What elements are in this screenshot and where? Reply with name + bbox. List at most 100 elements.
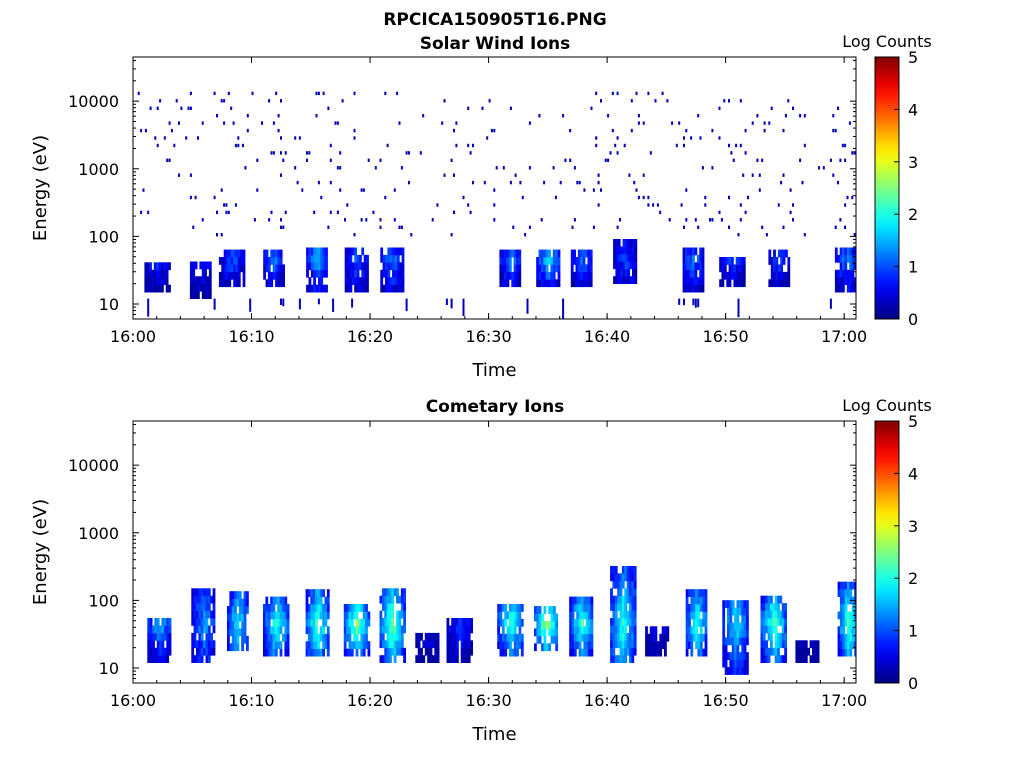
heatmap-cell <box>392 284 395 293</box>
heatmap-cell <box>701 284 705 293</box>
heatmap-cell <box>348 611 352 620</box>
heatmap-cell <box>279 648 283 657</box>
heatmap-cell <box>243 606 247 614</box>
heatmap-cell <box>348 618 352 627</box>
heatmap-cell <box>578 648 582 657</box>
heatmap-cell <box>312 648 316 657</box>
heatmap-cell <box>355 641 359 649</box>
heatmap-cell <box>704 626 708 635</box>
heatmap-cell <box>777 640 780 649</box>
heatmap-cell <box>448 655 452 663</box>
heatmap-cell <box>516 279 519 288</box>
heatmap-cell <box>575 264 579 273</box>
heatmap-cell <box>630 128 633 133</box>
heatmap-cell <box>307 633 311 642</box>
heatmap-cell <box>208 261 212 270</box>
heatmap-cell <box>387 269 391 278</box>
heatmap-cell <box>844 269 848 278</box>
heatmap-cell <box>782 128 785 133</box>
heatmap-cell <box>784 625 787 634</box>
heatmap-cell <box>545 271 549 280</box>
heatmap-cell <box>149 647 153 656</box>
heatmap-cell <box>797 655 801 663</box>
heatmap-cell <box>624 655 628 663</box>
heatmap-cell <box>571 633 575 642</box>
heatmap-cell <box>622 276 626 284</box>
heatmap-cell <box>690 604 694 612</box>
heatmap-cell <box>741 652 745 660</box>
heatmap-cell <box>267 641 271 649</box>
heatmap-cell <box>277 114 280 118</box>
heatmap-cell <box>434 640 438 649</box>
heatmap-cell <box>718 106 721 110</box>
heatmap-cell <box>231 643 235 652</box>
heatmap-cell <box>557 279 561 288</box>
heatmap-cell <box>344 262 348 271</box>
colorbar-tick-label: 3 <box>908 153 918 172</box>
heatmap-cell <box>422 655 426 663</box>
heatmap-cell <box>455 121 458 125</box>
heatmap-cell <box>633 595 637 604</box>
heatmap-cell <box>221 257 225 265</box>
heatmap-cell <box>310 596 314 605</box>
heatmap-cell <box>832 173 835 177</box>
heatmap-cell <box>697 589 701 597</box>
heatmap-cell <box>629 610 632 619</box>
heatmap-cell <box>506 626 510 635</box>
heatmap-cell <box>246 643 249 652</box>
heatmap-cell <box>499 249 503 258</box>
heatmap-cell <box>436 647 440 656</box>
heatmap-cell <box>320 269 324 278</box>
heatmap-cell <box>226 249 229 258</box>
heatmap-cell <box>386 625 390 634</box>
heatmap-cell <box>324 611 328 620</box>
heatmap-cell <box>739 99 742 103</box>
heatmap-cell <box>624 618 628 626</box>
heatmap-cell <box>617 640 620 649</box>
heatmap-cell <box>243 621 247 629</box>
heatmap-cell <box>434 655 438 663</box>
heatmap-cell <box>627 246 631 255</box>
heatmap-cell <box>795 640 799 649</box>
heatmap-cell <box>272 604 276 612</box>
heatmap-cell <box>746 607 749 616</box>
heatmap-cell <box>399 284 402 293</box>
heatmap-cell <box>153 262 157 271</box>
heatmap-cell <box>633 573 637 582</box>
heatmap-cell <box>802 640 806 649</box>
x-tick-label: 16:30 <box>466 327 512 346</box>
heatmap-cell <box>282 158 285 162</box>
heatmap-cell <box>386 647 390 656</box>
heatmap-cell <box>557 271 561 280</box>
heatmap-cell <box>621 566 625 574</box>
heatmap-cell <box>470 618 473 626</box>
heatmap-cell <box>541 264 544 273</box>
heatmap-cell <box>583 188 586 192</box>
heatmap-cell <box>516 264 519 273</box>
heatmap-cell <box>350 626 354 635</box>
heatmap-cell <box>223 249 227 258</box>
heatmap-cell <box>683 143 685 148</box>
heatmap-cell <box>265 611 269 620</box>
heatmap-cell <box>734 644 737 653</box>
heatmap-cell <box>210 632 213 641</box>
heatmap-cell <box>504 271 507 280</box>
heatmap-cell <box>326 648 330 657</box>
heatmap-cell <box>685 218 688 222</box>
heatmap-cell <box>548 643 551 652</box>
heatmap-cell <box>339 188 342 192</box>
heatmap-cell <box>506 264 510 273</box>
heatmap-cell <box>516 641 519 649</box>
heatmap-cell <box>401 247 405 256</box>
heatmap-cell <box>386 640 390 649</box>
heatmap-cell <box>504 618 508 627</box>
heatmap-cell <box>857 604 860 612</box>
heatmap-cell <box>727 622 730 631</box>
heatmap-cell <box>387 262 391 271</box>
heatmap-cell <box>545 643 549 652</box>
heatmap-cell <box>617 239 621 247</box>
heatmap-cell <box>408 180 410 185</box>
heatmap-cell <box>797 640 801 649</box>
heatmap-cell <box>587 257 591 265</box>
heatmap-cell <box>147 647 151 656</box>
